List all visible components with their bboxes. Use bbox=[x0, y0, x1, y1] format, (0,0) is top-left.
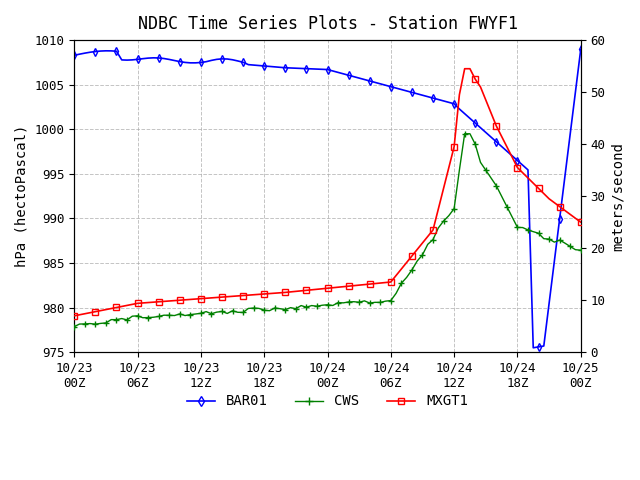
Legend: BAR01, CWS, MXGT1: BAR01, CWS, MXGT1 bbox=[181, 389, 474, 414]
Y-axis label: meters/second: meters/second bbox=[611, 142, 625, 251]
Y-axis label: hPa (hectoPascal): hPa (hectoPascal) bbox=[15, 125, 29, 267]
Title: NDBC Time Series Plots - Station FWYF1: NDBC Time Series Plots - Station FWYF1 bbox=[138, 15, 518, 33]
